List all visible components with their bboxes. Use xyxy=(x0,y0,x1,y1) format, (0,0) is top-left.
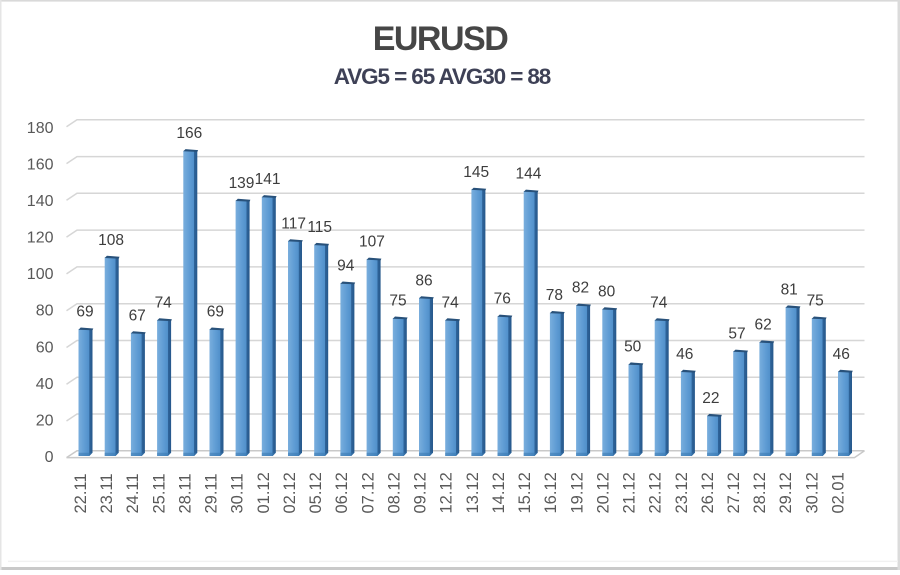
svg-text:22: 22 xyxy=(702,390,719,407)
svg-text:62: 62 xyxy=(754,317,771,334)
svg-text:EURUSD: EURUSD xyxy=(373,20,509,58)
svg-text:74: 74 xyxy=(441,294,459,311)
svg-text:02.01: 02.01 xyxy=(830,472,848,513)
svg-text:67: 67 xyxy=(129,307,146,324)
svg-text:82: 82 xyxy=(572,280,589,297)
svg-text:23.11: 23.11 xyxy=(98,473,116,513)
svg-text:29.11: 29.11 xyxy=(203,473,221,513)
svg-text:80: 80 xyxy=(598,283,616,300)
svg-text:69: 69 xyxy=(76,304,93,321)
svg-text:06.12: 06.12 xyxy=(333,472,351,513)
svg-text:12.12: 12.12 xyxy=(438,472,456,513)
svg-text:60: 60 xyxy=(36,339,54,356)
svg-text:30.12: 30.12 xyxy=(803,472,821,513)
svg-text:26.12: 26.12 xyxy=(699,472,717,513)
svg-text:28.11: 28.11 xyxy=(177,473,195,513)
svg-text:100: 100 xyxy=(27,266,54,283)
svg-text:14.12: 14.12 xyxy=(490,472,508,513)
svg-text:140: 140 xyxy=(27,193,54,210)
svg-text:16.12: 16.12 xyxy=(542,472,560,513)
svg-text:02.12: 02.12 xyxy=(281,472,299,513)
svg-text:115: 115 xyxy=(307,219,332,236)
svg-text:24.11: 24.11 xyxy=(124,473,142,513)
svg-text:107: 107 xyxy=(359,234,385,251)
svg-text:86: 86 xyxy=(415,272,432,289)
svg-text:27.12: 27.12 xyxy=(725,472,743,513)
svg-text:23.12: 23.12 xyxy=(673,472,691,513)
svg-text:08.12: 08.12 xyxy=(385,472,403,513)
svg-text:46: 46 xyxy=(676,346,693,363)
svg-text:29.12: 29.12 xyxy=(777,472,795,513)
svg-text:15.12: 15.12 xyxy=(516,472,534,513)
svg-text:46: 46 xyxy=(833,346,850,363)
svg-text:07.12: 07.12 xyxy=(359,472,377,513)
svg-text:13.12: 13.12 xyxy=(464,472,482,513)
svg-text:108: 108 xyxy=(98,232,124,249)
svg-text:76: 76 xyxy=(494,291,511,308)
svg-text:19.12: 19.12 xyxy=(568,472,586,513)
svg-text:144: 144 xyxy=(515,166,541,183)
svg-text:28.12: 28.12 xyxy=(751,472,769,513)
svg-text:120: 120 xyxy=(27,230,54,247)
svg-text:166: 166 xyxy=(176,125,202,142)
svg-text:145: 145 xyxy=(463,164,489,181)
svg-text:20: 20 xyxy=(36,413,54,430)
svg-text:80: 80 xyxy=(36,303,54,320)
svg-text:40: 40 xyxy=(36,376,54,393)
svg-text:0: 0 xyxy=(45,449,54,466)
svg-text:78: 78 xyxy=(546,287,563,304)
svg-text:75: 75 xyxy=(389,293,406,310)
svg-text:20.12: 20.12 xyxy=(594,472,612,513)
svg-text:69: 69 xyxy=(207,304,224,321)
svg-text:117: 117 xyxy=(281,215,306,232)
svg-text:141: 141 xyxy=(255,171,281,188)
svg-text:139: 139 xyxy=(229,175,255,192)
svg-text:180: 180 xyxy=(27,120,54,137)
svg-text:21.12: 21.12 xyxy=(621,472,639,513)
svg-text:01.12: 01.12 xyxy=(255,472,273,513)
svg-text:75: 75 xyxy=(807,293,824,310)
svg-text:74: 74 xyxy=(155,294,173,311)
svg-text:94: 94 xyxy=(337,258,355,275)
svg-text:25.11: 25.11 xyxy=(150,473,168,513)
svg-text:30.11: 30.11 xyxy=(229,473,247,513)
svg-text:05.12: 05.12 xyxy=(307,472,325,513)
svg-text:81: 81 xyxy=(781,282,798,299)
svg-text:57: 57 xyxy=(728,326,745,343)
svg-text:AVG5 = 65 AVG30 = 88: AVG5 = 65 AVG30 = 88 xyxy=(334,64,551,89)
svg-text:09.12: 09.12 xyxy=(412,472,430,513)
svg-text:22.11: 22.11 xyxy=(72,473,90,513)
svg-text:50: 50 xyxy=(624,339,642,356)
svg-text:74: 74 xyxy=(650,294,668,311)
svg-text:22.12: 22.12 xyxy=(647,472,665,513)
svg-text:160: 160 xyxy=(27,156,54,173)
